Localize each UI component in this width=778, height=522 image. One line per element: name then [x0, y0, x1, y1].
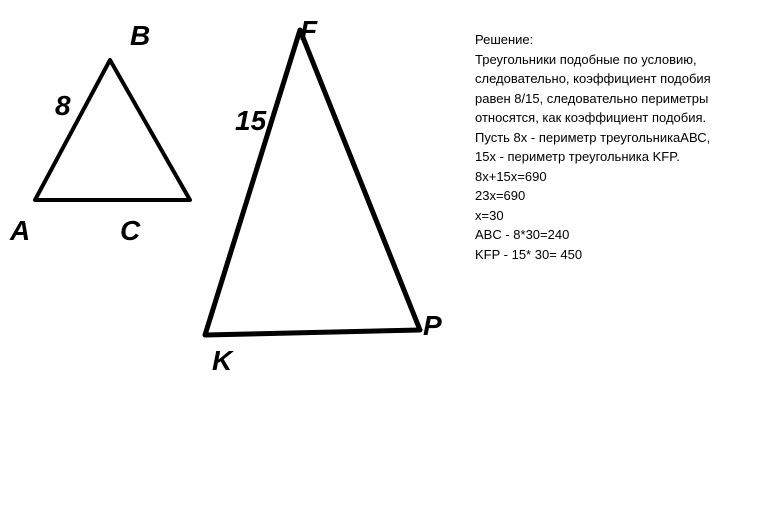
vertex-k-label: K	[212, 345, 232, 377]
solution-line: Пусть 8х - периметр треугольникаАВС,	[475, 128, 765, 148]
geometry-diagram: В 8 А С F 15 K P	[0, 0, 460, 522]
solution-line: 15х - периметр треугольника KFP.	[475, 147, 765, 167]
vertex-c-label: С	[120, 215, 140, 247]
triangle-abc	[35, 60, 190, 200]
solution-line: относятся, как коэффициент подобия.	[475, 108, 765, 128]
vertex-b-label: В	[130, 20, 150, 52]
vertex-f-label: F	[300, 15, 317, 47]
side-15-label: 15	[235, 105, 266, 137]
solution-line: Треугольники подобные по условию,	[475, 50, 765, 70]
solution-line: х=30	[475, 206, 765, 226]
solution-text-block: Решение: Треугольники подобные по услови…	[475, 30, 765, 264]
vertex-p-label: P	[423, 310, 442, 342]
solution-line: 23х=690	[475, 186, 765, 206]
vertex-a-label: А	[10, 215, 30, 247]
solution-line: следовательно, коэффициент подобия	[475, 69, 765, 89]
solution-line: KFP - 15* 30= 450	[475, 245, 765, 265]
solution-line: равен 8/15, следовательно периметры	[475, 89, 765, 109]
triangle-kfp	[205, 30, 420, 335]
solution-heading: Решение:	[475, 30, 765, 50]
solution-line: ABC - 8*30=240	[475, 225, 765, 245]
triangles-svg	[0, 0, 460, 522]
side-8-label: 8	[55, 90, 71, 122]
solution-line: 8х+15х=690	[475, 167, 765, 187]
